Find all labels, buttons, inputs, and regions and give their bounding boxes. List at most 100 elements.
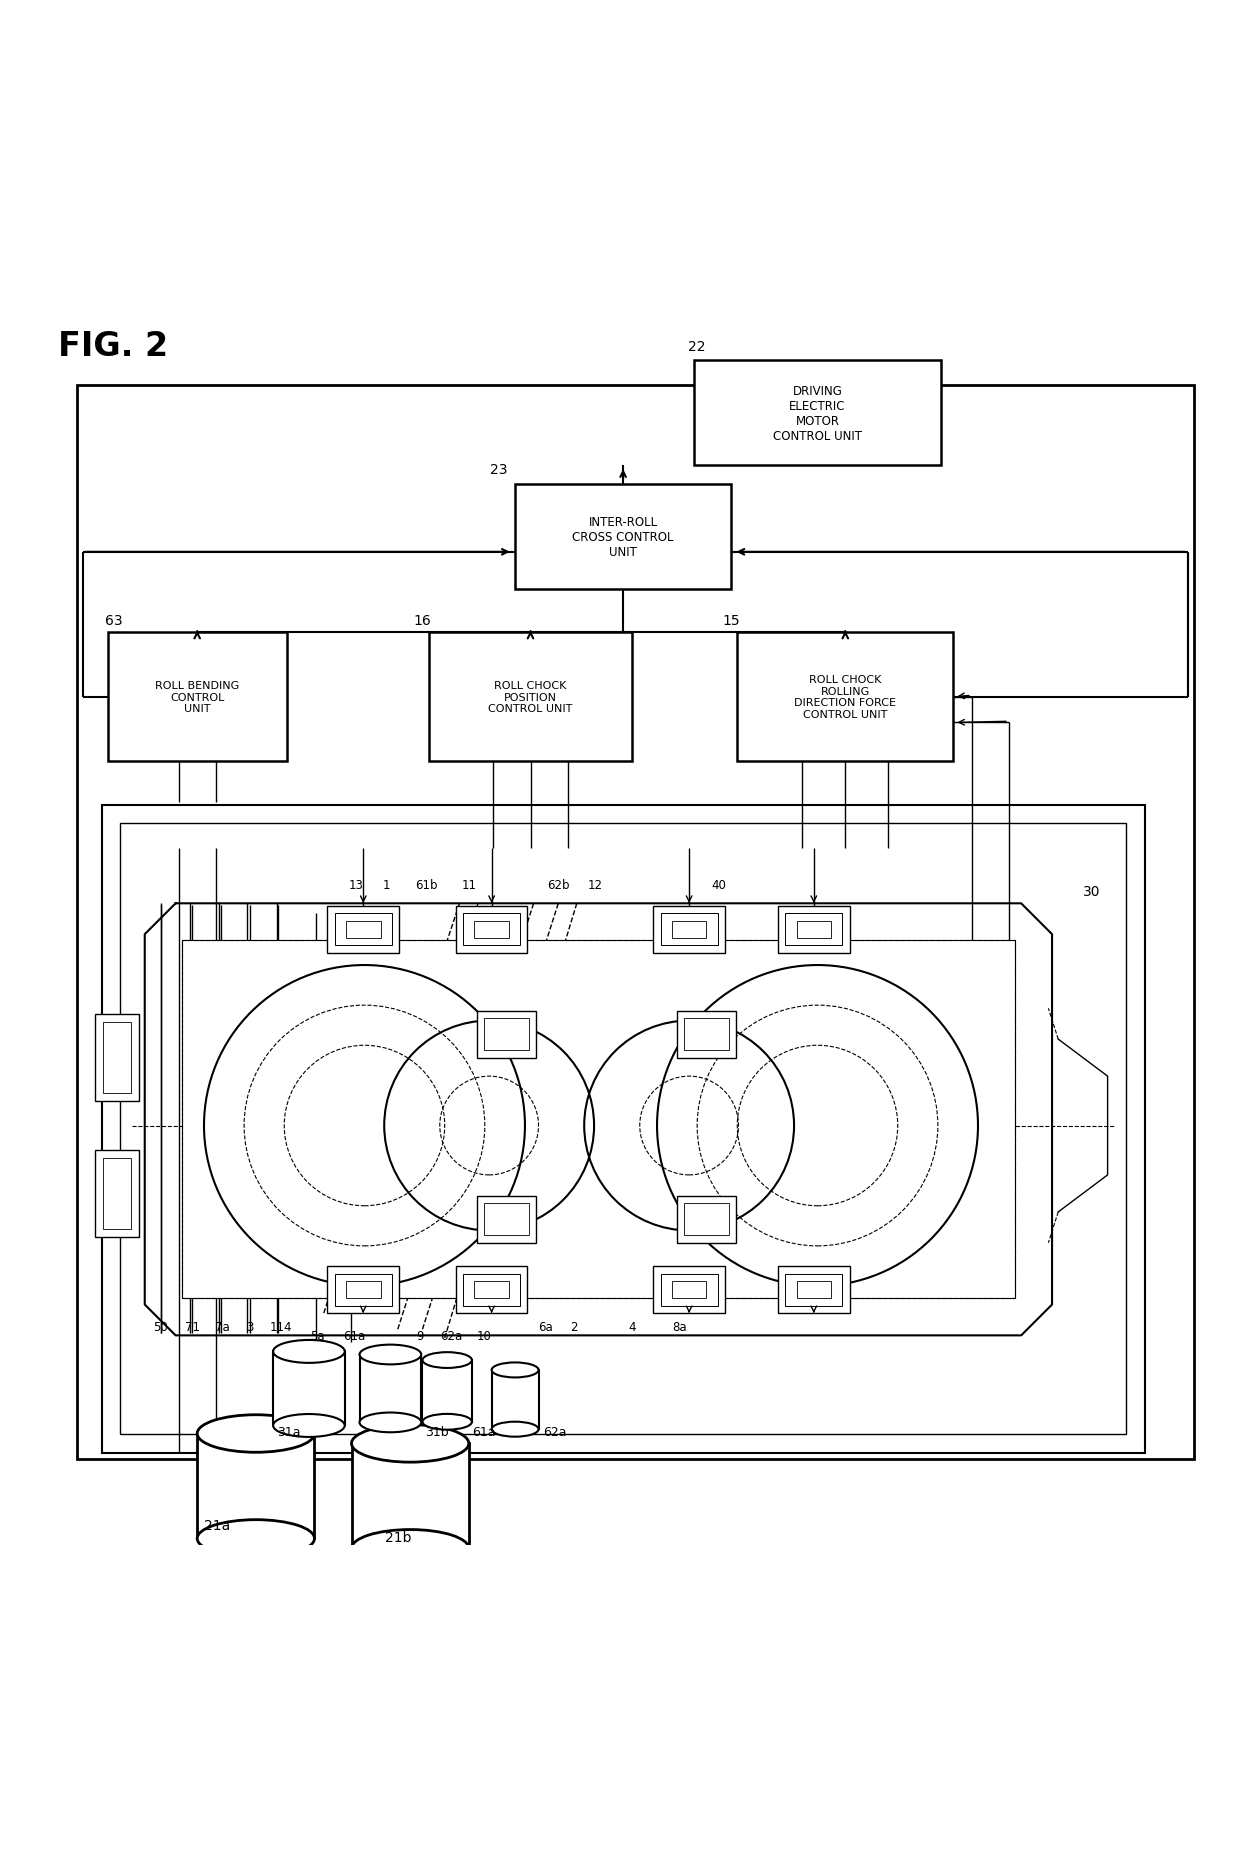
FancyBboxPatch shape [95,1016,139,1101]
Text: DRIVING
ELECTRIC
MOTOR
CONTROL UNIT: DRIVING ELECTRIC MOTOR CONTROL UNIT [773,384,862,442]
Text: 61b: 61b [415,878,438,891]
Text: 114: 114 [269,1320,291,1333]
FancyBboxPatch shape [694,360,941,466]
Text: 62b: 62b [547,878,569,891]
Text: 71: 71 [186,1320,201,1333]
FancyBboxPatch shape [484,1019,528,1051]
Text: 22: 22 [688,340,706,353]
FancyBboxPatch shape [327,906,399,953]
FancyBboxPatch shape [796,921,831,938]
Ellipse shape [351,1424,469,1461]
FancyBboxPatch shape [360,1356,422,1422]
Text: 30: 30 [1083,884,1100,899]
Text: 2: 2 [570,1320,578,1333]
Ellipse shape [491,1422,538,1437]
Text: 61a: 61a [343,1330,366,1343]
Ellipse shape [360,1413,422,1432]
FancyBboxPatch shape [661,1274,718,1305]
FancyBboxPatch shape [738,633,954,761]
FancyBboxPatch shape [346,1281,381,1298]
Ellipse shape [423,1352,472,1369]
FancyBboxPatch shape [475,921,508,938]
FancyBboxPatch shape [423,1361,472,1422]
Ellipse shape [491,1363,538,1378]
FancyBboxPatch shape [351,1443,469,1549]
Text: 11: 11 [461,878,477,891]
Text: 21a: 21a [205,1519,231,1532]
FancyBboxPatch shape [102,806,1145,1452]
Ellipse shape [360,1344,422,1365]
FancyBboxPatch shape [796,1281,831,1298]
Text: INTER-ROLL
CROSS CONTROL
UNIT: INTER-ROLL CROSS CONTROL UNIT [573,514,673,559]
Text: 5a: 5a [310,1330,325,1343]
Text: 31a: 31a [277,1426,300,1439]
Ellipse shape [197,1519,315,1558]
FancyBboxPatch shape [120,825,1126,1434]
Text: 4: 4 [629,1320,636,1333]
FancyBboxPatch shape [684,1019,729,1051]
FancyBboxPatch shape [777,1266,849,1313]
FancyBboxPatch shape [677,1196,737,1242]
FancyBboxPatch shape [672,1281,707,1298]
FancyBboxPatch shape [327,1266,399,1313]
Text: ROLL BENDING
CONTROL
UNIT: ROLL BENDING CONTROL UNIT [155,680,239,713]
FancyBboxPatch shape [95,1151,139,1237]
FancyBboxPatch shape [785,914,842,945]
FancyBboxPatch shape [491,1370,538,1430]
Ellipse shape [273,1341,345,1363]
Text: 62a: 62a [440,1330,463,1343]
Text: 15: 15 [723,613,740,628]
FancyBboxPatch shape [661,914,718,945]
FancyBboxPatch shape [103,1021,131,1094]
Text: 40: 40 [712,878,727,891]
Text: ROLL CHOCK
ROLLING
DIRECTION FORCE
CONTROL UNIT: ROLL CHOCK ROLLING DIRECTION FORCE CONTR… [795,674,897,719]
FancyBboxPatch shape [475,1281,508,1298]
FancyBboxPatch shape [456,1266,527,1313]
Text: 61a: 61a [472,1426,495,1439]
Text: 16: 16 [414,613,432,628]
FancyBboxPatch shape [464,914,520,945]
FancyBboxPatch shape [197,1434,315,1539]
Text: 13: 13 [348,878,363,891]
Text: 21b: 21b [386,1530,412,1545]
FancyBboxPatch shape [182,941,1016,1298]
Text: 50: 50 [154,1320,169,1333]
Text: 63: 63 [105,613,123,628]
FancyBboxPatch shape [484,1203,528,1235]
FancyBboxPatch shape [653,1266,725,1313]
FancyBboxPatch shape [672,921,707,938]
FancyBboxPatch shape [515,485,732,589]
Text: 3: 3 [246,1320,253,1333]
FancyBboxPatch shape [477,1196,536,1242]
FancyBboxPatch shape [346,921,381,938]
FancyBboxPatch shape [456,906,527,953]
Text: 31b: 31b [425,1426,449,1439]
FancyBboxPatch shape [464,1274,520,1305]
FancyBboxPatch shape [273,1352,345,1426]
FancyBboxPatch shape [429,633,632,761]
Text: 6a: 6a [538,1320,553,1333]
FancyBboxPatch shape [677,1012,737,1058]
Ellipse shape [423,1415,472,1430]
Ellipse shape [197,1415,315,1452]
FancyBboxPatch shape [335,914,392,945]
FancyBboxPatch shape [335,1274,392,1305]
Text: 12: 12 [588,878,603,891]
Ellipse shape [273,1415,345,1437]
Text: 8a: 8a [672,1320,687,1333]
FancyBboxPatch shape [777,906,849,953]
FancyBboxPatch shape [108,633,286,761]
Ellipse shape [351,1530,469,1567]
Text: 1: 1 [383,878,391,891]
FancyBboxPatch shape [77,386,1194,1460]
FancyBboxPatch shape [785,1274,842,1305]
FancyBboxPatch shape [684,1203,729,1235]
Text: 7a: 7a [215,1320,229,1333]
FancyBboxPatch shape [477,1012,536,1058]
FancyBboxPatch shape [653,906,725,953]
Text: 10: 10 [476,1330,491,1343]
Text: 23: 23 [490,462,508,477]
Text: FIG. 2: FIG. 2 [58,331,169,362]
Text: 9: 9 [417,1330,424,1343]
Text: ROLL CHOCK
POSITION
CONTROL UNIT: ROLL CHOCK POSITION CONTROL UNIT [489,680,573,713]
